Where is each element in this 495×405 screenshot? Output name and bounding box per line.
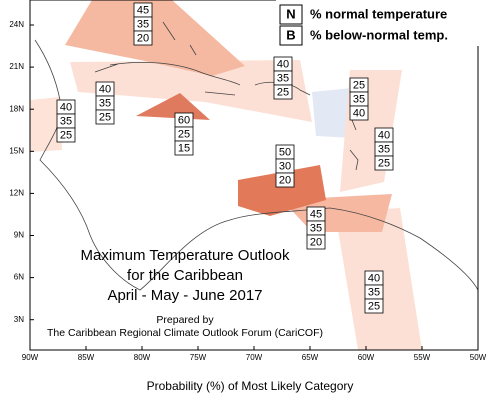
lon-label: 60W [358, 353, 375, 362]
forecast-value: 20 [279, 174, 291, 186]
lon-label: 50W [470, 353, 487, 362]
legend-label: % below-normal temp. [310, 27, 448, 42]
forecast-value: 60 [178, 114, 190, 126]
lon-label: 80W [134, 353, 151, 362]
forecast-value: 40 [353, 107, 365, 119]
forecast-value: 25 [378, 157, 390, 169]
region [70, 60, 312, 122]
lat-label: 3N [14, 315, 24, 324]
forecast-value: 20 [310, 236, 322, 248]
forecast-value: 25 [353, 79, 365, 91]
forecast-value: 35 [378, 143, 390, 155]
forecast-cell [273, 84, 293, 100]
title-line: Maximum Temperature Outlook [81, 247, 290, 264]
forecast-value: 40 [60, 101, 72, 113]
forecast-value: 40 [99, 83, 111, 95]
forecast-value: 35 [368, 286, 380, 298]
legend-symbol: B [286, 27, 295, 42]
forecast-cell [174, 140, 194, 156]
region [65, 0, 245, 76]
region [238, 165, 326, 216]
lat-label: 15N [9, 146, 24, 155]
region [30, 97, 62, 152]
forecast-value: 25 [99, 111, 111, 123]
forecast-value: 35 [137, 18, 149, 30]
lon-label: 55W [414, 353, 431, 362]
lon-label: 65W [302, 353, 319, 362]
forecast-value: 20 [137, 32, 149, 44]
legend-symbol-box [279, 4, 303, 25]
lat-label: 9N [14, 231, 24, 240]
forecast-cell [275, 172, 295, 188]
forecast-value: 15 [178, 142, 190, 154]
forecast-boxes: 45 35 20 40 35 25 25 35 40 40 35 25 40 35 25 60 25 15 40 35… [56, 2, 394, 314]
forecast-value: 35 [277, 72, 289, 84]
lat-label: 12N [9, 189, 24, 198]
coastline [162, 21, 359, 171]
forecast-value: 45 [310, 208, 322, 220]
forecast-value: 40 [277, 58, 289, 70]
title-line: for the Caribbean [127, 267, 243, 284]
forecast-value: 40 [368, 272, 380, 284]
lon-label: 90W [22, 353, 39, 362]
forecast-value: 25 [277, 86, 289, 98]
lat-label: 6N [14, 273, 24, 282]
forecast-cell [349, 105, 369, 121]
caption: Probability (%) of Most Likely Category [147, 379, 354, 393]
forecast-value: 45 [137, 4, 149, 16]
forecast-value: 30 [279, 160, 291, 172]
forecast-cell [95, 109, 115, 125]
forecast-value: 25 [368, 300, 380, 312]
forecast-cell [306, 234, 326, 250]
credit-line: The Caribbean Regional Climate Outlook F… [47, 327, 323, 339]
legend-symbol-box [279, 25, 303, 46]
forecast-value: 50 [279, 146, 291, 158]
forecast-value: 35 [99, 97, 111, 109]
forecast-value: 40 [378, 129, 390, 141]
forecast-cell [56, 127, 76, 143]
forecast-value: 35 [310, 222, 322, 234]
legend-background [276, 0, 488, 46]
title-line: April - May - June 2017 [107, 287, 262, 304]
credit-line: Prepared by [156, 314, 214, 326]
legend-symbol: N [286, 6, 295, 21]
forecast-value: 25 [178, 128, 190, 140]
coastline [94, 62, 241, 86]
forecast-cell [374, 155, 394, 171]
lon-label: 70W [246, 353, 263, 362]
legend: N % normal temperature B % below-normal … [276, 0, 488, 46]
forecast-value: 35 [353, 93, 365, 105]
legend-label: % normal temperature [310, 6, 447, 21]
forecast-cell [364, 298, 384, 314]
region [312, 88, 354, 138]
forecast-value: 25 [60, 129, 72, 141]
lon-label: 85W [78, 353, 95, 362]
lon-label: 75W [190, 353, 207, 362]
forecast-value: 35 [60, 115, 72, 127]
lat-label: 24N [9, 20, 24, 29]
axes: 24N 21N 18N 15N 12N 9N 6N 3N 90W 85W 80W 75W 70W 65W 6… [9, 20, 486, 362]
lat-label: 18N [9, 104, 24, 113]
lat-label: 21N [9, 62, 24, 71]
forecast-cell [133, 30, 153, 46]
